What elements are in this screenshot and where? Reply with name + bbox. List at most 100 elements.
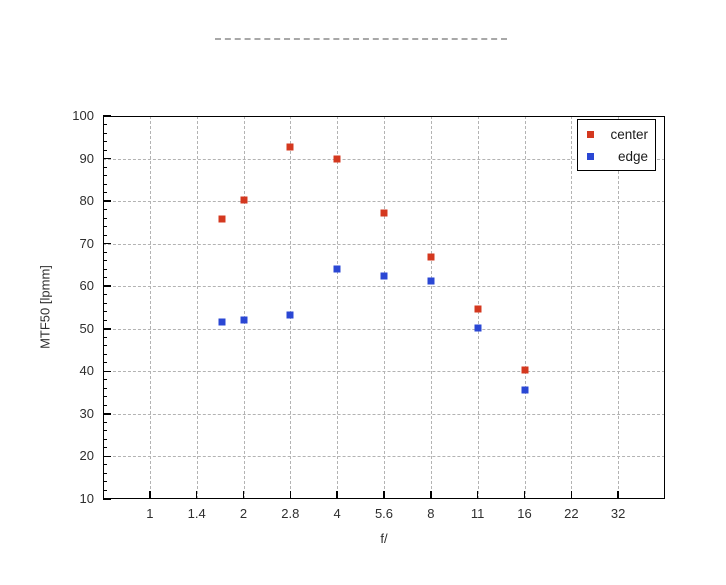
data-point-center-f4 <box>333 155 341 163</box>
center-marker-icon <box>587 130 594 138</box>
y-minor-tick <box>103 268 107 270</box>
edge-marker-icon <box>587 152 594 160</box>
x-major-tick-1.4 <box>195 491 198 499</box>
y-major-tick-80 <box>103 200 111 202</box>
y-minor-tick <box>103 166 107 168</box>
y-minor-tick <box>103 353 107 355</box>
y-minor-tick <box>103 379 107 381</box>
y-minor-tick <box>103 387 107 389</box>
data-point-center-f5.6 <box>380 209 388 217</box>
x-tick-label-8: 8 <box>427 506 435 521</box>
x-major-tick-5.6 <box>383 491 385 499</box>
grid-line-x2.8 <box>290 116 292 499</box>
x-major-tick-22 <box>570 491 573 499</box>
y-minor-tick <box>103 481 107 483</box>
y-minor-tick <box>103 234 107 236</box>
data-point-edge-f2 <box>240 316 247 324</box>
y-minor-tick <box>103 141 107 143</box>
data-point-edge-f2.8 <box>286 311 294 319</box>
x-major-tick-1 <box>149 491 151 499</box>
y-major-tick-10 <box>103 498 111 500</box>
grid-line-x1 <box>149 116 151 499</box>
grid-line-x22 <box>571 116 573 499</box>
y-minor-tick <box>103 260 107 262</box>
y-minor-tick <box>103 217 107 219</box>
y-minor-tick <box>103 472 107 474</box>
y-minor-tick <box>103 489 107 491</box>
x-major-tick-2.8 <box>289 491 292 499</box>
y-minor-tick <box>103 438 107 440</box>
y-minor-tick <box>103 209 107 211</box>
grid-line-x1.4 <box>196 116 198 499</box>
x-major-tick-8 <box>430 491 432 499</box>
y-minor-tick <box>103 464 107 466</box>
grid-line-x8 <box>430 116 432 499</box>
y-tick-label-30: 30 <box>79 405 94 421</box>
data-point-edge-f16 <box>521 386 528 394</box>
x-tick-label-11: 11 <box>470 506 485 521</box>
y-minor-tick <box>103 311 107 313</box>
x-axis-title: f/ <box>380 531 388 546</box>
x-major-tick-11 <box>476 491 479 499</box>
y-minor-tick <box>103 132 107 134</box>
y-tick-label-10: 10 <box>79 491 94 506</box>
x-tick-label-2: 2 <box>239 506 248 521</box>
y-major-tick-20 <box>103 455 111 458</box>
y-minor-tick <box>103 175 107 177</box>
y-tick-label-80: 80 <box>79 193 94 209</box>
x-major-tick-32 <box>617 491 619 499</box>
y-major-tick-30 <box>103 413 111 415</box>
y-minor-tick <box>103 404 107 406</box>
legend-item-center: center <box>578 127 655 142</box>
y-major-tick-100 <box>103 115 111 117</box>
x-major-tick-4 <box>336 491 338 499</box>
data-point-edge-f5.6 <box>380 272 388 280</box>
y-tick-label-40: 40 <box>79 363 94 379</box>
y-minor-tick <box>103 336 107 338</box>
data-point-edge-f8 <box>427 277 435 285</box>
data-point-edge-f1.7 <box>218 318 226 326</box>
y-minor-tick <box>103 226 107 228</box>
y-tick-label-100: 100 <box>72 108 94 123</box>
data-point-center-f2.8 <box>286 143 294 151</box>
x-tick-label-22: 22 <box>564 506 579 521</box>
x-tick-label-5.6: 5.6 <box>374 506 394 521</box>
data-point-edge-f4 <box>333 265 341 273</box>
x-tick-label-1.4: 1.4 <box>187 506 206 521</box>
data-point-center-f1.7 <box>218 215 226 223</box>
legend: center edge <box>577 119 656 171</box>
y-axis-title: MTF50 [lpmm] <box>37 265 53 349</box>
x-major-tick-16 <box>523 491 526 499</box>
y-major-tick-60 <box>103 285 111 287</box>
grid-line-x16 <box>524 116 526 499</box>
grid-line-x32 <box>618 116 620 499</box>
y-major-tick-50 <box>103 328 111 330</box>
y-minor-tick <box>103 302 107 304</box>
y-tick-label-90: 90 <box>79 150 94 166</box>
y-minor-tick <box>103 430 107 432</box>
x-tick-label-16: 16 <box>517 506 532 521</box>
legend-label-center: center <box>610 126 648 142</box>
grid-line-x4 <box>337 116 339 499</box>
y-minor-tick <box>103 421 107 423</box>
x-tick-label-4: 4 <box>333 506 341 521</box>
y-minor-tick <box>103 362 107 364</box>
data-point-center-f8 <box>427 253 435 261</box>
y-major-tick-40 <box>103 370 111 373</box>
y-minor-tick <box>103 396 107 398</box>
y-major-tick-90 <box>103 157 111 160</box>
y-tick-label-50: 50 <box>79 320 94 336</box>
grid-line-x2 <box>243 116 245 499</box>
x-tick-label-1: 1 <box>146 506 154 521</box>
grid-line-x5.6 <box>384 116 385 499</box>
y-minor-tick <box>103 124 107 125</box>
y-minor-tick <box>103 277 107 279</box>
plot-area <box>103 116 665 499</box>
y-tick-label-70: 70 <box>79 235 94 251</box>
y-tick-label-60: 60 <box>79 278 94 294</box>
data-point-center-f2 <box>240 196 247 204</box>
x-major-tick-2 <box>242 491 245 499</box>
y-minor-tick <box>103 183 107 185</box>
masked-title-dashed-line <box>215 38 507 40</box>
